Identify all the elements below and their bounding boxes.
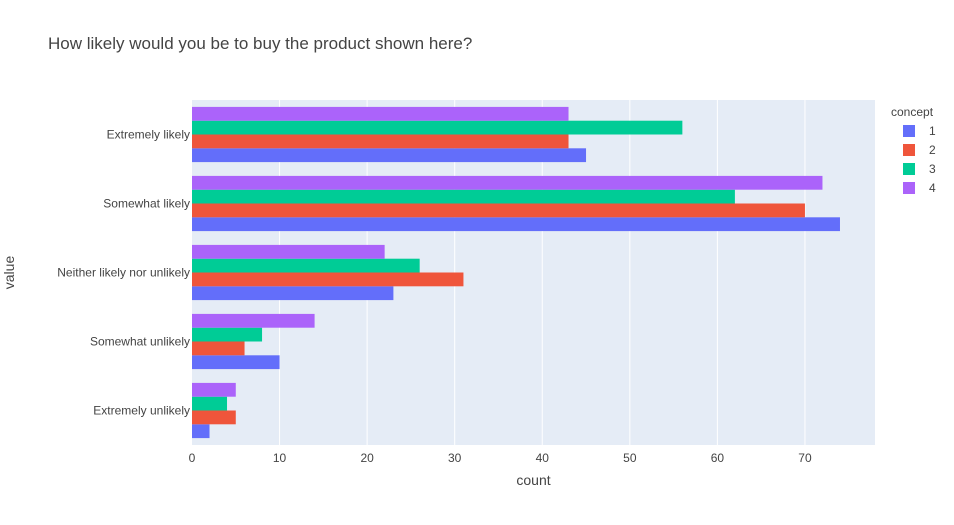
legend-label-1: 1 [929, 124, 936, 138]
x-tick-label: 40 [536, 451, 550, 465]
bar-5-series-3 [192, 396, 228, 411]
bar-2-series-2 [192, 203, 805, 218]
y-axis-title: value [1, 256, 17, 290]
legend-swatch-4 [903, 182, 915, 194]
x-tick-label: 30 [448, 451, 462, 465]
bar-2-series-4 [192, 175, 823, 190]
y-tick-label: Somewhat unlikely [90, 335, 190, 349]
bar-1-series-3 [192, 120, 683, 135]
y-axis-ticks: Extremely likely Somewhat likely Neither l… [57, 128, 190, 418]
legend-title: concept [891, 105, 934, 119]
bar-3-series-3 [192, 258, 420, 273]
x-tick-label: 0 [189, 451, 196, 465]
x-tick-label: 10 [273, 451, 287, 465]
legend-label-2: 2 [929, 143, 936, 157]
legend-label-3: 3 [929, 162, 936, 176]
bar-1-series-4 [192, 106, 569, 121]
legend-swatch-1 [903, 125, 915, 137]
bar-3-series-4 [192, 244, 385, 259]
bar-1-series-2 [192, 134, 569, 149]
bar-4-series-4 [192, 313, 315, 328]
legend-swatch-3 [903, 163, 915, 175]
x-axis-title: count [516, 472, 550, 488]
y-tick-label: Somewhat likely [103, 197, 190, 211]
x-tick-label: 20 [360, 451, 374, 465]
legend-label-4: 4 [929, 181, 936, 195]
y-tick-label: Extremely likely [107, 128, 190, 142]
x-tick-label: 50 [623, 451, 637, 465]
y-tick-label: Extremely unlikely [93, 404, 190, 418]
chart-title: How likely would you be to buy the produ… [48, 34, 473, 53]
legend-swatch-2 [903, 144, 915, 156]
bars [192, 106, 840, 439]
bar-3-series-1 [192, 286, 394, 301]
x-tick-label: 70 [798, 451, 812, 465]
legend: concept 1 2 3 4 [891, 105, 936, 195]
bar-4-series-2 [192, 341, 245, 356]
bar-5-series-1 [192, 424, 210, 439]
bar-3-series-2 [192, 272, 464, 287]
bar-4-series-1 [192, 355, 280, 370]
bar-5-series-4 [192, 382, 236, 397]
x-tick-label: 60 [711, 451, 725, 465]
bar-5-series-2 [192, 410, 236, 425]
y-tick-label: Neither likely nor unlikely [57, 266, 190, 280]
bar-4-series-3 [192, 327, 263, 342]
x-axis-ticks: 0 10 20 30 40 50 60 70 [189, 451, 812, 465]
bar-1-series-1 [192, 148, 587, 163]
bar-2-series-1 [192, 217, 840, 232]
bar-2-series-3 [192, 189, 735, 204]
